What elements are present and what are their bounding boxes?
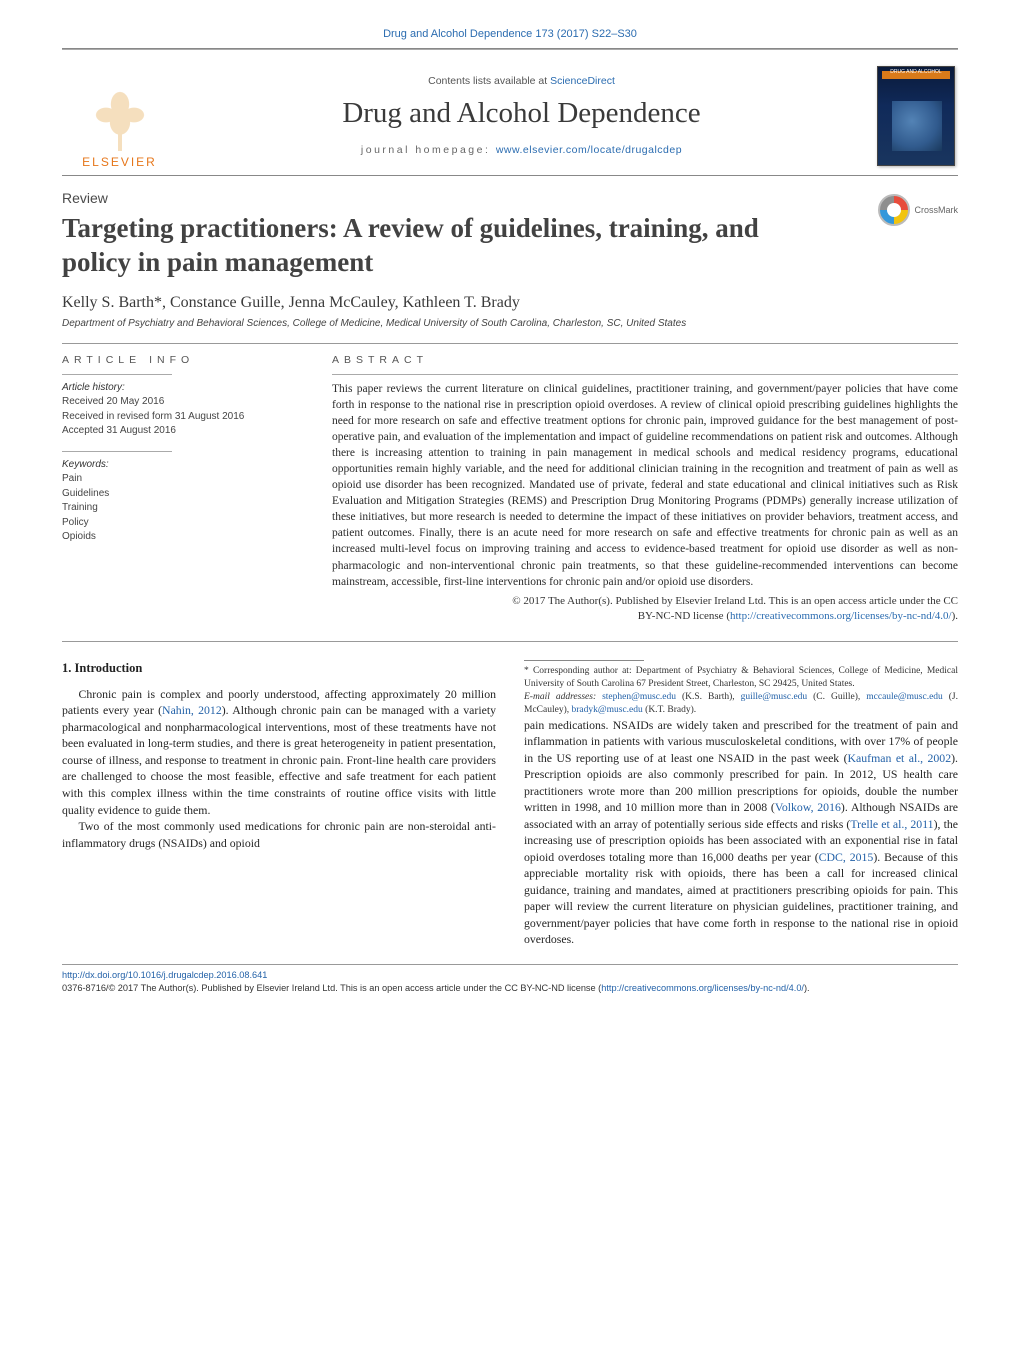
issn-copyright-prefix: 0376-8716/© 2017 The Author(s). Publishe… (62, 983, 601, 993)
body-rule (62, 641, 958, 642)
email-addresses: E-mail addresses: stephen@musc.edu (K.S.… (524, 691, 958, 717)
abstract-column: ABSTRACT This paper reviews the current … (332, 354, 958, 624)
copyright-line2-suffix: ). (952, 610, 958, 622)
body-paragraph: Chronic pain is complex and poorly under… (62, 686, 496, 818)
keywords-rule (62, 451, 172, 452)
author-email-link[interactable]: bradyk@musc.edu (572, 705, 643, 715)
copyright-line1: © 2017 The Author(s). Published by Elsev… (512, 595, 958, 607)
journal-title: Drug and Alcohol Dependence (342, 97, 700, 130)
issn-copyright-suffix: ). (804, 983, 810, 993)
doi-link[interactable]: http://dx.doi.org/10.1016/j.drugalcdep.2… (62, 970, 267, 980)
article-info-column: ARTICLE INFO Article history: Received 2… (62, 354, 292, 624)
keywords-heading: Keywords: (62, 458, 292, 473)
history-revised: Received in revised form 31 August 2016 (62, 410, 292, 425)
corresponding-author-note: * Corresponding author at: Department of… (524, 665, 958, 691)
history-received: Received 20 May 2016 (62, 395, 292, 410)
citation-link[interactable]: Trelle et al., 2011 (850, 817, 933, 831)
keyword: Guidelines (62, 487, 292, 502)
citation-link[interactable]: Kaufman et al., 2002 (848, 751, 952, 765)
masthead-cover: DRUG AND ALCOHOL (866, 56, 958, 175)
crossmark-badge[interactable]: CrossMark (878, 194, 958, 226)
affiliation: Department of Psychiatry and Behavioral … (62, 318, 958, 329)
rule-thin (62, 49, 958, 50)
abstract-copyright: © 2017 The Author(s). Published by Elsev… (332, 594, 958, 624)
keyword: Training (62, 501, 292, 516)
history-accepted: Accepted 31 August 2016 (62, 424, 292, 439)
article-info-rule (62, 374, 172, 375)
running-head-citation: 173 (2017) S22–S30 (532, 28, 637, 40)
running-head-journal-link[interactable]: Drug and Alcohol Dependence (383, 28, 532, 40)
homepage-label: journal homepage: (361, 144, 496, 156)
author-email-link[interactable]: mccaule@musc.edu (866, 692, 943, 702)
crossmark-icon (878, 194, 910, 226)
publisher-block: ELSEVIER (62, 56, 177, 175)
cc-license-link[interactable]: http://creativecommons.org/licenses/by-n… (730, 610, 952, 622)
body-paragraph: Two of the most commonly used medication… (62, 818, 496, 851)
contents-available-line: Contents lists available at ScienceDirec… (428, 75, 615, 87)
author-list: Kelly S. Barth*, Constance Guille, Jenna… (62, 294, 958, 312)
masthead: ELSEVIER Contents lists available at Sci… (62, 56, 958, 176)
footnote-rule (524, 660, 644, 661)
contents-prefix: Contents lists available at (428, 75, 550, 87)
keyword: Policy (62, 516, 292, 531)
email-label: E-mail addresses: (524, 692, 602, 702)
journal-homepage-line: journal homepage: www.elsevier.com/locat… (361, 144, 682, 156)
abstract-text: This paper reviews the current literatur… (332, 381, 958, 590)
meta-rule-top (62, 343, 958, 344)
footer-cc-license-link[interactable]: http://creativecommons.org/licenses/by-n… (601, 983, 804, 993)
crossmark-label: CrossMark (914, 205, 958, 215)
doi-rule (62, 964, 958, 965)
journal-cover-thumbnail: DRUG AND ALCOHOL (877, 66, 955, 166)
keyword: Opioids (62, 530, 292, 545)
author-email-link[interactable]: stephen@musc.edu (602, 692, 676, 702)
article-title: Targeting practitioners: A review of gui… (62, 212, 822, 280)
article-type: Review (62, 190, 822, 206)
history-heading: Article history: (62, 381, 292, 396)
article-info-heading: ARTICLE INFO (62, 354, 292, 366)
journal-homepage-link[interactable]: www.elsevier.com/locate/drugalcdep (496, 144, 682, 156)
masthead-center: Contents lists available at ScienceDirec… (177, 56, 866, 175)
publisher-name: ELSEVIER (82, 155, 157, 169)
section-heading-intro: 1. Introduction (62, 660, 496, 678)
abstract-rule (332, 374, 958, 375)
body-paragraph: pain medications. NSAIDs are widely take… (524, 717, 958, 948)
author-email-link[interactable]: guille@musc.edu (741, 692, 808, 702)
doi-block: http://dx.doi.org/10.1016/j.drugalcdep.2… (62, 969, 958, 995)
elsevier-tree-icon (85, 79, 155, 151)
footnotes-block: * Corresponding author at: Department of… (524, 660, 958, 716)
article-body: 1. Introduction Chronic pain is complex … (62, 660, 958, 947)
running-head: Drug and Alcohol Dependence 173 (2017) S… (62, 28, 958, 40)
cover-mini-title-text: DRUG AND ALCOHOL (883, 70, 949, 75)
article-history: Article history: Received 20 May 2016 Re… (62, 381, 292, 439)
keyword: Pain (62, 472, 292, 487)
keywords-block: Keywords: Pain Guidelines Training Polic… (62, 458, 292, 545)
citation-link[interactable]: Nahin, 2012 (162, 703, 222, 717)
citation-link[interactable]: CDC, 2015 (819, 850, 874, 864)
sciencedirect-link[interactable]: ScienceDirect (550, 75, 615, 87)
copyright-line2-prefix: BY-NC-ND license ( (638, 610, 730, 622)
abstract-heading: ABSTRACT (332, 354, 958, 366)
citation-link[interactable]: Volkow, 2016 (775, 800, 841, 814)
